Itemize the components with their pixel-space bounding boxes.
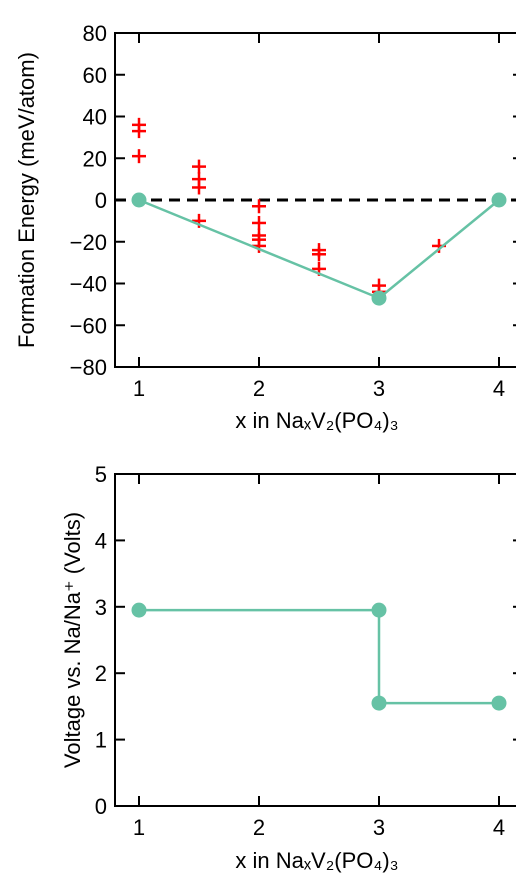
top-marks	[115, 117, 516, 306]
plus-marker	[192, 180, 206, 195]
bottom-y-tick-label: 2	[95, 661, 107, 686]
plus-marker	[132, 124, 146, 139]
bottom-circle-point	[131, 602, 147, 618]
bottom-y-tick-label: 3	[95, 595, 107, 620]
top-y-tick-label: 40	[83, 105, 107, 130]
bottom-circle-point	[371, 602, 387, 618]
voltage-panel: 1 2 3 4 0 1 2 3 4 5 Voltage vs. Na/Na⁺ (Volts) x …	[60, 462, 516, 873]
top-y-tick-label: −20	[70, 230, 107, 255]
bottom-x-tick-label: 2	[253, 815, 265, 840]
top-y-tick-label: −80	[70, 355, 107, 380]
bottom-x-tick-label: 4	[493, 815, 505, 840]
bottom-circle-point	[491, 695, 507, 711]
top-y-tick-label: 20	[83, 146, 107, 171]
top-circle-point	[491, 192, 507, 208]
top-y-tick-label: 0	[95, 188, 107, 213]
plus-marker	[252, 199, 266, 214]
bottom-y-tick-label: 0	[95, 794, 107, 819]
bottom-ticks: 1 2 3 4 0 1 2 3 4 5	[95, 462, 516, 840]
top-y-axis-label: Formation Energy (meV/atom)	[14, 52, 39, 348]
top-y-tick-label: −40	[70, 272, 107, 297]
plus-marker	[192, 159, 206, 174]
top-circle-point	[131, 192, 147, 208]
top-circle-point	[371, 290, 387, 306]
formation-energy-panel: 1 2 3 4 −80 −60 −40 −20 0 20 40 60 80 Formation Ener…	[14, 21, 516, 433]
top-x-tick-label: 1	[133, 376, 145, 401]
bottom-y-tick-label: 1	[95, 728, 107, 753]
bottom-x-axis-label: x in NaₓV₂(PO₄)₃	[235, 848, 398, 873]
plus-marker	[252, 215, 266, 230]
top-y-tick-label: 60	[83, 63, 107, 88]
bottom-marks	[131, 602, 507, 711]
top-x-axis-label: x in NaₓV₂(PO₄)₃	[235, 408, 398, 433]
bottom-x-tick-label: 1	[133, 815, 145, 840]
bottom-series-line	[139, 608, 499, 705]
bottom-circle-point	[371, 695, 387, 711]
bottom-y-tick-label: 4	[95, 528, 107, 553]
bottom-y-axis-label: Voltage vs. Na/Na⁺ (Volts)	[60, 512, 85, 768]
top-y-tick-label: −60	[70, 313, 107, 338]
top-y-tick-label: 80	[83, 21, 107, 46]
bottom-y-tick-label: 5	[95, 462, 107, 487]
plus-marker	[132, 149, 146, 164]
top-ticks: 1 2 3 4 −80 −60 −40 −20 0 20 40 60 80	[70, 21, 516, 401]
top-x-tick-label: 3	[373, 376, 385, 401]
bottom-x-tick-label: 3	[373, 815, 385, 840]
top-x-tick-label: 4	[493, 376, 505, 401]
bottom-plot-frame	[114, 473, 516, 807]
plus-marker	[312, 247, 326, 262]
top-x-tick-label: 2	[253, 376, 265, 401]
